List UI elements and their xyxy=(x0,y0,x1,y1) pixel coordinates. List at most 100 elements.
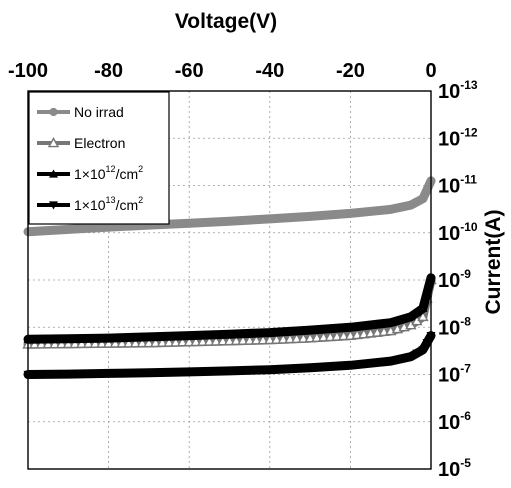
data-point xyxy=(76,337,88,349)
data-point xyxy=(96,337,108,348)
data-point xyxy=(185,219,194,228)
data-point xyxy=(149,336,162,348)
data-point xyxy=(412,349,422,358)
data-point xyxy=(49,338,61,349)
x-tick-label: -60 xyxy=(175,60,204,82)
data-point xyxy=(136,337,148,348)
legend-entry: No irrad xyxy=(37,104,124,120)
data-point xyxy=(37,226,46,236)
data-point xyxy=(345,322,355,331)
data-point xyxy=(418,346,428,355)
data-point xyxy=(270,333,283,344)
x-axis-ticks: -100 -80 -60 -40 -20 0 xyxy=(8,60,437,82)
data-point xyxy=(366,207,375,216)
data-point xyxy=(50,226,59,235)
data-point xyxy=(292,364,302,373)
data-point xyxy=(50,370,60,379)
data-point xyxy=(225,367,234,376)
data-point xyxy=(252,215,261,224)
data-point xyxy=(144,332,154,341)
legend-entry: Electron xyxy=(37,135,125,151)
data-point xyxy=(157,368,167,377)
legend-label: 1×1013/cm2 xyxy=(74,195,143,213)
data-point xyxy=(50,334,60,343)
y-tick-label: 10-8 xyxy=(438,314,471,339)
data-point xyxy=(326,210,335,219)
data-point xyxy=(36,370,46,379)
data-point xyxy=(231,329,241,338)
y-tick-label: 10-6 xyxy=(438,409,471,434)
data-point xyxy=(110,333,120,342)
x-tick-label: -40 xyxy=(255,60,284,82)
data-point xyxy=(386,205,395,214)
data-point xyxy=(183,336,195,347)
data-point xyxy=(151,369,161,378)
data-point xyxy=(292,213,301,222)
data-point xyxy=(89,337,101,348)
data-point xyxy=(284,333,296,344)
data-point xyxy=(325,324,335,333)
data-point xyxy=(176,336,189,347)
data-point xyxy=(70,370,80,379)
data-point xyxy=(238,329,248,338)
data-point xyxy=(64,225,73,234)
data-point xyxy=(251,328,261,337)
data-point xyxy=(379,318,389,328)
data-point xyxy=(386,357,396,366)
data-point xyxy=(332,323,342,332)
y-tick-label: 10-5 xyxy=(438,456,471,481)
data-point xyxy=(70,334,80,343)
data-point xyxy=(399,354,409,363)
data-point xyxy=(265,328,275,337)
data-point xyxy=(62,337,74,349)
data-point xyxy=(352,361,362,370)
legend-entry: 1×1012/cm2 xyxy=(37,164,143,182)
y-tick-label: 10-13 xyxy=(438,78,478,103)
data-point xyxy=(91,223,100,232)
data-point xyxy=(123,337,135,348)
data-point xyxy=(143,337,155,348)
data-point xyxy=(379,358,389,367)
data-point xyxy=(366,320,376,329)
data-point xyxy=(223,335,236,346)
data-point xyxy=(417,310,429,322)
plot-frame xyxy=(27,90,432,470)
data-point xyxy=(264,333,276,345)
data-point xyxy=(129,337,142,348)
data-point xyxy=(352,321,362,331)
data-point xyxy=(306,212,315,221)
data-point xyxy=(30,227,39,236)
series-1x10-13-cm-2 xyxy=(23,331,436,379)
data-point xyxy=(359,321,369,330)
data-point xyxy=(77,224,86,233)
data-point xyxy=(285,213,295,222)
data-point xyxy=(225,329,234,338)
y-tick-label: 10-7 xyxy=(438,362,471,387)
data-point xyxy=(277,333,289,344)
data-point xyxy=(170,336,182,347)
data-point xyxy=(203,335,216,346)
data-point xyxy=(178,219,187,228)
data-point xyxy=(258,366,268,375)
data-point xyxy=(412,308,422,317)
data-point xyxy=(130,369,140,378)
series-layer xyxy=(22,176,437,379)
legend: No irrad Electron 1×1012/cm2 1×1013/cm2 xyxy=(28,91,170,225)
data-point xyxy=(164,331,174,340)
data-point xyxy=(298,364,308,373)
data-point xyxy=(319,363,329,372)
series-electron xyxy=(22,274,437,349)
data-point xyxy=(171,219,180,228)
data-point xyxy=(130,332,140,341)
data-point xyxy=(177,331,187,340)
data-point xyxy=(265,214,274,224)
data-point xyxy=(406,312,416,321)
data-point xyxy=(157,331,167,341)
data-point xyxy=(198,218,207,227)
data-point xyxy=(238,366,248,376)
data-point xyxy=(285,326,295,335)
series-no-irrad xyxy=(23,176,436,237)
data-point xyxy=(90,370,100,379)
data-point xyxy=(422,339,432,348)
